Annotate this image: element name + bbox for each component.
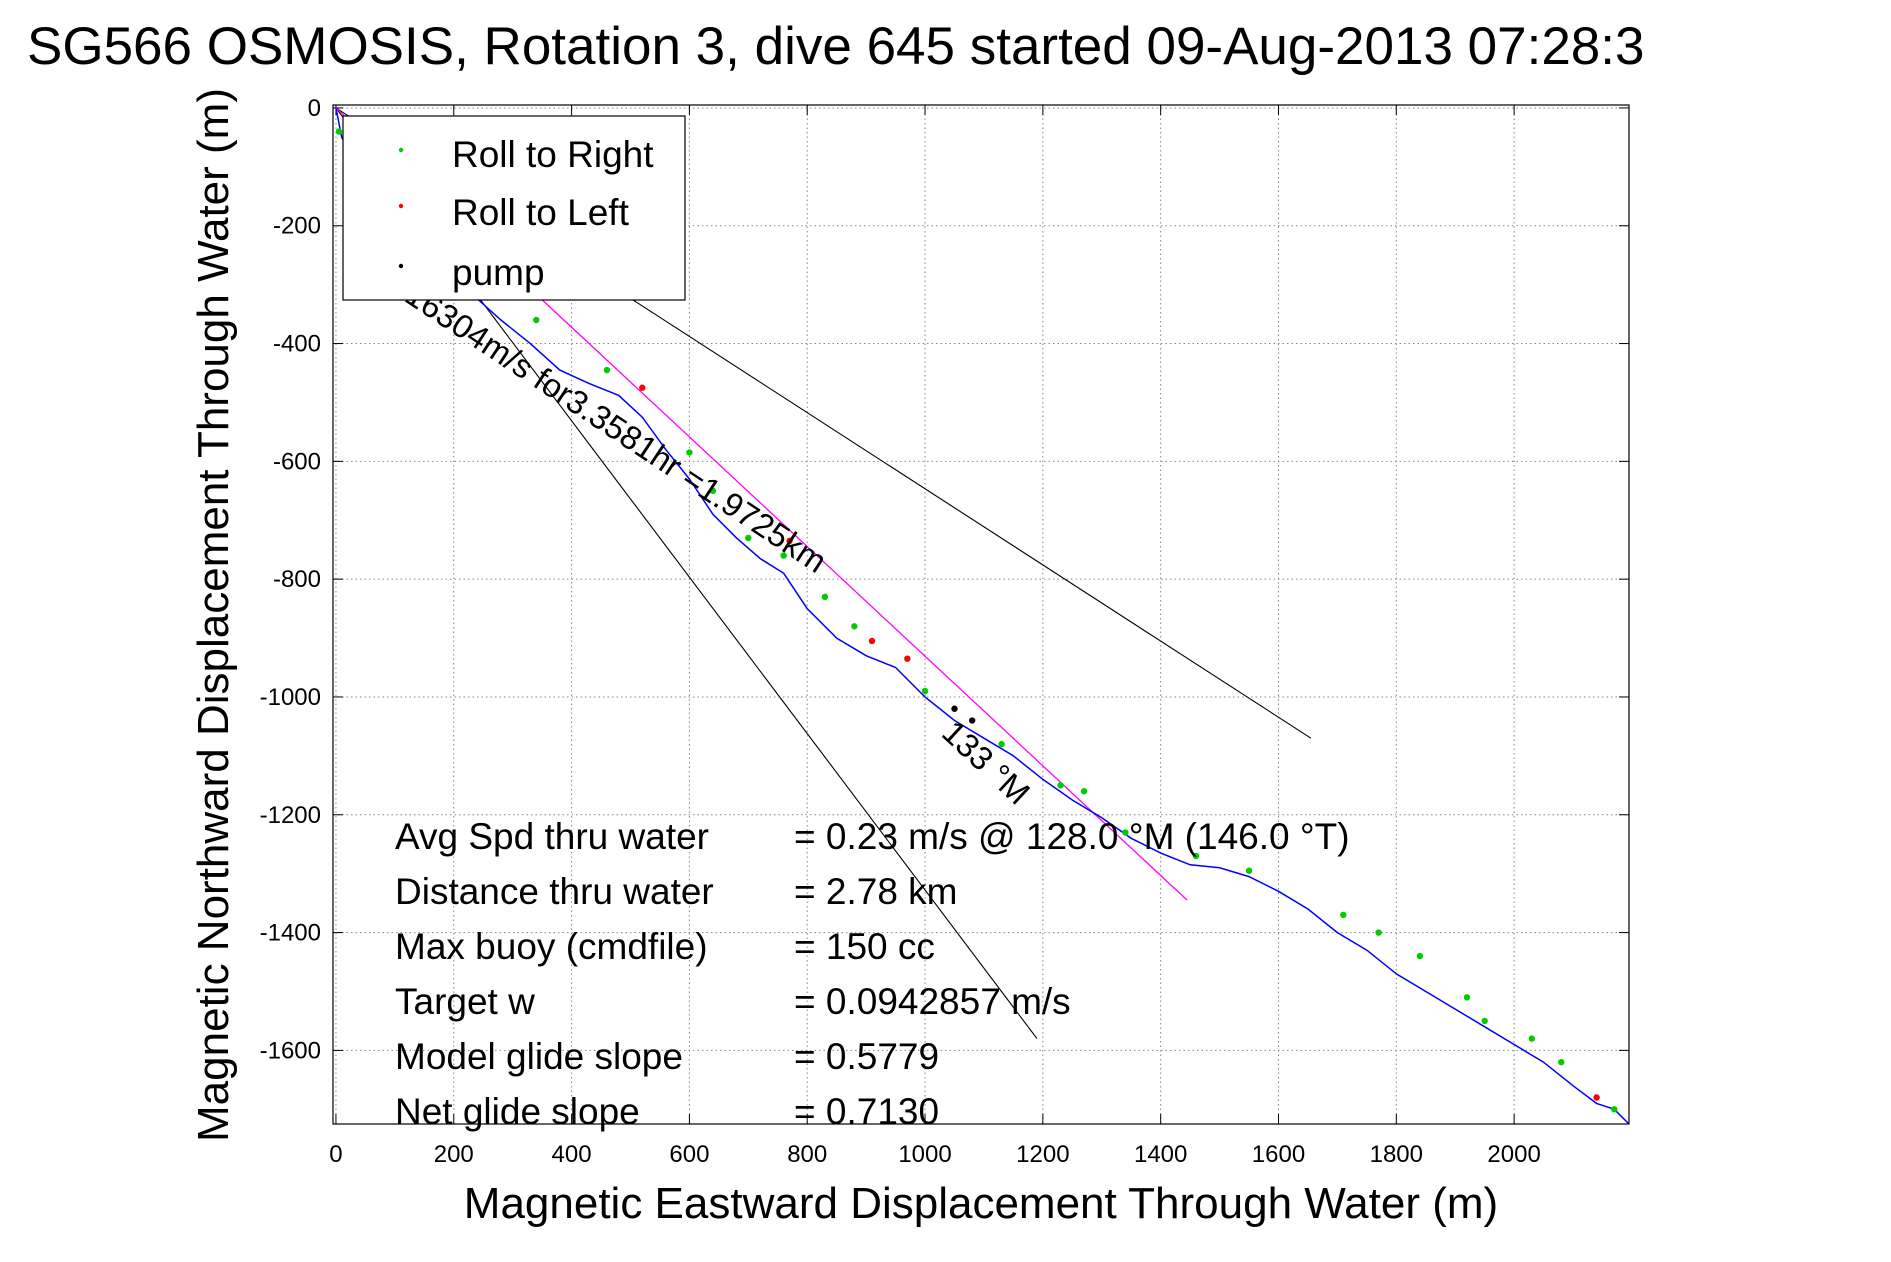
y-tick-label: -200 (273, 213, 321, 240)
roll-right-point (1481, 1017, 1488, 1025)
legend: Roll to Right Roll to Left pump (342, 115, 686, 301)
roll-right-point (1057, 782, 1064, 789)
roll-right-point (1080, 788, 1088, 795)
roll-right-point (821, 593, 829, 601)
stat-label-avg-speed: Avg Spd thru water (395, 816, 709, 857)
roll-right-point (1245, 867, 1253, 874)
stat-value-net-glide: = 0.7130 (794, 1091, 939, 1132)
y-tick-label: -600 (273, 448, 321, 475)
roll-right-point (1463, 994, 1471, 1001)
x-tick-label: 400 (552, 1141, 592, 1168)
roll-left-point (1593, 1094, 1600, 1101)
x-tick-label: 1000 (898, 1141, 951, 1168)
legend-roll-left-swatch (398, 203, 404, 209)
roll-right-point (1528, 1035, 1536, 1042)
roll-right-point (1340, 911, 1347, 919)
roll-left-point (639, 384, 646, 391)
x-tick-label: 2000 (1487, 1141, 1540, 1168)
x-tick-label: 200 (434, 1141, 474, 1168)
y-axis-label: Magnetic Northward Displacement Through … (189, 88, 238, 1142)
legend-box (342, 115, 686, 301)
x-tick-label: 0 (329, 1141, 342, 1168)
x-tick-label: 1200 (1016, 1141, 1069, 1168)
roll-right-point (603, 366, 611, 374)
x-tick-label: 1400 (1134, 1141, 1187, 1168)
legend-pump-label: pump (452, 252, 545, 293)
roll-right-point (709, 487, 717, 495)
roll-right-point (1558, 1058, 1565, 1066)
axis-ticks: 0 200 400 600 800 1000 1200 1400 1600 1800 2000 0 -2… (260, 95, 1629, 1168)
chart-title: SG566 OSMOSIS, Rotation 3, dive 645 star… (27, 17, 1644, 76)
legend-roll-right-label: Roll to Right (452, 134, 654, 175)
stat-value-distance: = 2.78 km (794, 871, 958, 912)
stat-label-max-buoy: Max buoy (cmdfile) (395, 926, 708, 967)
stat-label-distance: Distance thru water (395, 871, 714, 912)
x-tick-label: 1600 (1252, 1141, 1305, 1168)
stat-label-model-glide: Model glide slope (395, 1036, 683, 1077)
roll-right-point (686, 449, 693, 456)
roll-pump-markers (335, 128, 1618, 1113)
y-tick-label: -1200 (260, 802, 321, 829)
roll-right-point (1122, 829, 1129, 836)
roll-right-point (998, 740, 1005, 748)
legend-roll-left-label: Roll to Left (452, 192, 630, 233)
y-tick-label: -1000 (260, 684, 321, 711)
y-tick-label: -1400 (260, 920, 321, 947)
roll-right-point (1375, 929, 1382, 936)
stat-label-net-glide: Net glide slope (395, 1091, 640, 1132)
roll-left-point (904, 655, 911, 662)
roll-right-point (335, 128, 343, 135)
x-tick-label: 1800 (1370, 1141, 1423, 1168)
legend-roll-right-swatch (398, 147, 404, 153)
roll-right-point (1416, 952, 1424, 960)
stats-block: Avg Spd thru water = 0.23 m/s @ 128.0 °M… (395, 816, 1350, 1132)
y-tick-label: -800 (273, 566, 321, 593)
roll-right-point (1611, 1106, 1618, 1113)
y-tick-label: -1600 (260, 1037, 321, 1064)
plot-frame (332, 104, 1630, 1125)
x-tick-label: 600 (669, 1141, 709, 1168)
roll-right-point (921, 687, 929, 695)
x-tick-label: 800 (787, 1141, 827, 1168)
roll-right-point (851, 623, 858, 630)
grid (333, 105, 1629, 1124)
y-tick-label: 0 (308, 95, 321, 122)
roll-right-point (1192, 852, 1200, 860)
legend-pump-swatch (398, 263, 404, 269)
pump-point (951, 705, 958, 712)
roll-left-point (868, 637, 876, 645)
x-axis-label: Magnetic Eastward Displacement Through W… (464, 1179, 1498, 1228)
roll-left-point (786, 537, 793, 545)
track-line (335, 107, 1629, 1124)
roll-right-point (780, 552, 787, 559)
stat-label-target-w: Target w (395, 981, 535, 1022)
roll-right-point (533, 316, 540, 324)
stat-value-target-w: = 0.0942857 m/s (794, 981, 1071, 1022)
pump-point (968, 717, 976, 724)
stat-value-avg-speed: = 0.23 m/s @ 128.0 °M (146.0 °T) (794, 816, 1350, 857)
stat-value-model-glide: = 0.5779 (794, 1036, 939, 1077)
y-tick-label: -400 (273, 331, 321, 358)
roll-right-point (745, 534, 752, 542)
stat-value-max-buoy: = 150 cc (794, 926, 935, 967)
